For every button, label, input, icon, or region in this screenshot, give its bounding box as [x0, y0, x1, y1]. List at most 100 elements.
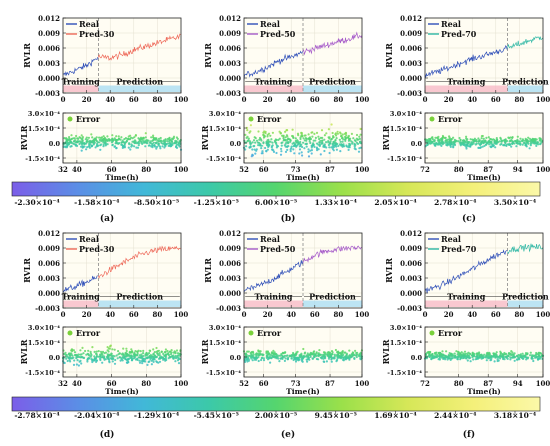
y-tick-label: 0.006 [400, 44, 422, 53]
error-point [507, 352, 511, 355]
error-point [433, 139, 436, 142]
error-point [104, 143, 108, 146]
legend-entry: Real [441, 19, 461, 29]
error-point [509, 356, 512, 359]
y-tick-label: -0.003 [216, 89, 241, 98]
error-point [354, 139, 357, 143]
error-point [499, 354, 502, 357]
error-point [174, 145, 178, 149]
error-point [476, 352, 479, 355]
error-point [505, 143, 508, 146]
error-point [493, 360, 496, 363]
y-axis-label: RVLR [384, 43, 394, 68]
error-point [133, 136, 136, 139]
error-point [79, 140, 82, 143]
pred-series [98, 245, 181, 279]
error-point [244, 148, 247, 151]
y-tick-label: 0.009 [38, 244, 60, 253]
error-point [286, 135, 289, 138]
y-axis-label: RVLR [19, 125, 29, 150]
error-point [117, 135, 120, 138]
error-point [315, 357, 318, 361]
error-point [249, 140, 252, 143]
colorbar-tick-label: 3.18×10⁻⁴ [494, 411, 537, 420]
error-point [106, 357, 110, 360]
real-series [424, 249, 508, 294]
error-point [142, 349, 145, 352]
y-axis-label: RVLR [384, 258, 394, 283]
error-point [449, 138, 452, 141]
error-point [499, 357, 502, 360]
error-point [117, 350, 120, 353]
error-point [250, 354, 253, 357]
error-point [162, 352, 165, 355]
error-point [160, 139, 163, 142]
training-label: Training [62, 77, 100, 87]
error-point [535, 351, 538, 355]
y-tick-label: 0.000 [38, 289, 60, 298]
error-point [138, 354, 141, 357]
error-point [246, 350, 249, 353]
y-tick-label: 0.000 [400, 289, 422, 298]
error-point [529, 354, 532, 357]
error-point [310, 149, 313, 152]
error-point [358, 137, 361, 140]
error-point [314, 136, 317, 139]
colorbar-tick-label: -1.25×10⁻⁵ [194, 198, 239, 207]
error-point [455, 350, 458, 353]
real-series [424, 45, 508, 78]
plot-frame [243, 232, 363, 309]
error-point [245, 145, 248, 148]
y-tick-label: 0.012 [38, 229, 60, 238]
error-point [337, 353, 340, 357]
error-point [170, 144, 173, 148]
line-panel-3 [424, 17, 544, 94]
error-point [349, 137, 352, 140]
training-band [63, 85, 99, 92]
error-point [502, 144, 505, 147]
error-point [80, 149, 83, 152]
error-point [464, 141, 467, 144]
error-point [513, 355, 516, 358]
error-point [152, 348, 155, 351]
error-point [313, 132, 316, 135]
error-point [119, 359, 122, 362]
error-point [84, 349, 87, 353]
error-point [270, 138, 273, 141]
error-point [155, 145, 159, 148]
error-point [78, 136, 81, 139]
error-point [519, 143, 522, 146]
error-point [69, 354, 72, 357]
error-point [89, 141, 92, 144]
error-point [462, 139, 465, 142]
y-tick-label: 0.003 [219, 59, 241, 68]
training-band [244, 300, 303, 307]
x-tick-label: 80 [141, 379, 151, 388]
error-point [257, 359, 260, 363]
error-point [325, 141, 328, 144]
error-point [351, 351, 354, 354]
error-point [441, 350, 444, 353]
error-point [158, 360, 162, 363]
error-point [261, 150, 264, 153]
error-point [169, 355, 172, 358]
y-axis-label: RVLR [22, 258, 32, 283]
error-point [290, 147, 293, 150]
x-tick-label: 20 [82, 95, 92, 104]
x-axis-label: Time(h) [286, 387, 320, 396]
error-point [85, 136, 88, 139]
error-point [251, 141, 254, 144]
error-point [471, 352, 474, 355]
error-point [314, 139, 317, 142]
error-point [94, 357, 97, 360]
error-point [298, 148, 302, 151]
error-point [462, 143, 465, 146]
error-point [462, 352, 465, 355]
error-point [280, 141, 283, 145]
error-point [95, 359, 98, 362]
legend-entry: Pred-30 [79, 244, 115, 254]
line-panel-5 [243, 232, 363, 309]
error-point [272, 352, 275, 355]
error-point [298, 356, 301, 359]
error-point [266, 144, 269, 147]
